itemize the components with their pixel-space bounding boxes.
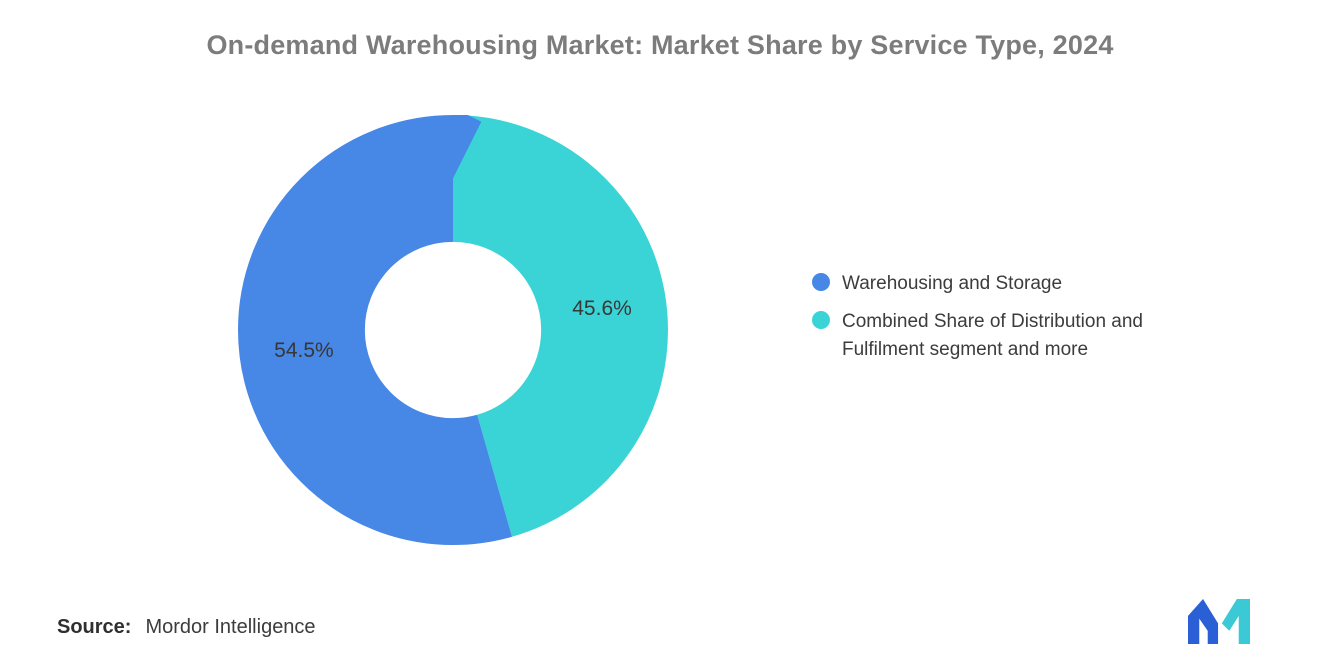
legend-marker-icon — [812, 310, 830, 329]
legend-label: Combined Share of Distribution and Fulfi… — [842, 310, 1144, 360]
mordor-logo-icon — [1188, 598, 1250, 645]
slice-value-label: 45.6% — [572, 297, 632, 321]
chart-title: On-demand Warehousing Market: Market Sha… — [206, 30, 1114, 60]
legend-item-warehousing-and-storage: Warehousing and Storage — [812, 270, 1212, 298]
donut-chart: 45.6% 54.5% — [238, 115, 668, 545]
donut-slice — [238, 115, 668, 545]
legend-marker-icon — [812, 273, 830, 291]
slice-value-label: 54.5% — [274, 338, 334, 362]
legend-label: Warehousing and Storage — [842, 273, 1063, 294]
legend: Warehousing and Storage Combined Share o… — [812, 270, 1212, 364]
source-line: Source: Mordor Intelligence — [57, 616, 316, 639]
source-label: Source: — [57, 616, 132, 638]
source-value: Mordor Intelligence — [145, 616, 316, 638]
mordor-intelligence-logo — [1188, 598, 1250, 645]
donut-svg — [238, 115, 668, 545]
legend-item-combined-share: Combined Share of Distribution and Fulfi… — [812, 308, 1212, 364]
